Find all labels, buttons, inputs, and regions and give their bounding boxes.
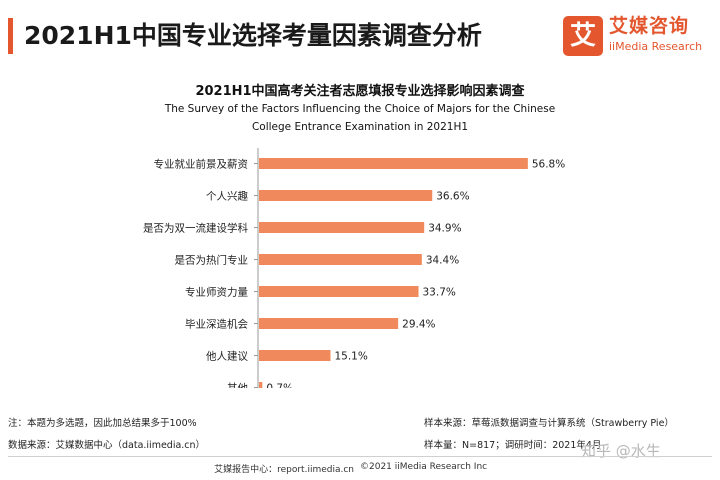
logo-name-cn: 艾媒咨询	[609, 15, 690, 37]
category-label: 他人建议	[206, 350, 248, 363]
sample-source: 样本来源：草莓派数据调查与计算系统（Strawberry Pie）	[424, 418, 674, 429]
data-source: 数据来源：艾媒数据中心（data.iimedia.cn）	[8, 440, 206, 451]
bar	[259, 158, 528, 169]
value-label: 0.7%	[266, 383, 293, 389]
chart-subtitle-line2: College Entrance Examination in 2021H1	[251, 121, 469, 133]
category-label: 个人兴趣	[206, 190, 248, 203]
value-label: 34.9%	[428, 223, 461, 235]
title-accent-bar	[8, 18, 13, 54]
chart-subtitle: The Survey of the Factors Influencing th…	[0, 100, 720, 136]
chart-title: 2021H1中国高考关注者志愿填报专业选择影响因素调查	[195, 84, 525, 99]
logo-mark: 艾	[563, 16, 603, 56]
bar	[259, 190, 433, 201]
chart-subtitle-line1: The Survey of the Factors Influencing th…	[164, 103, 556, 115]
category-label: 是否为热门专业	[175, 254, 249, 267]
bar	[259, 286, 419, 297]
value-label: 56.8%	[532, 159, 565, 171]
value-label: 33.7%	[423, 287, 456, 299]
iimedia-logo: 艾 艾媒咨询 iiMedia Research	[563, 14, 713, 58]
page-title: 2021H1中国专业选择考量因素调查分析	[24, 21, 482, 50]
category-label: 专业就业前景及薪资	[154, 158, 249, 171]
sample-size: 样本量：N=817；调研时间：2021年4月	[424, 440, 602, 451]
value-label: 15.1%	[334, 351, 367, 363]
footer-report-center: 艾媒报告中心：report.iimedia.cn	[214, 465, 354, 475]
bar	[259, 318, 399, 329]
bar	[259, 222, 425, 233]
category-label: 其他	[227, 382, 248, 389]
watermark: 知乎 @水生	[581, 442, 661, 460]
logo-name-en: iiMedia Research	[609, 40, 703, 53]
category-label: 专业师资力量	[185, 286, 248, 299]
bar-chart: 专业就业前景及薪资 56.8% 个人兴趣 36.6% 是否为双一流建设学科 34.9% 是否…	[143, 148, 565, 389]
bar	[259, 254, 422, 265]
multi-select-note: 注：本题为多选题，因此加总结果多于100%	[8, 418, 197, 429]
value-label: 29.4%	[402, 319, 435, 331]
bar	[259, 382, 263, 388]
category-label: 是否为双一流建设学科	[143, 222, 248, 235]
bar	[259, 350, 331, 361]
value-label: 34.4%	[426, 255, 459, 267]
value-label: 36.6%	[436, 191, 469, 203]
footer-divider	[8, 456, 712, 457]
footer-copyright: ©2021 iiMedia Research Inc	[360, 462, 488, 472]
category-label: 毕业深造机会	[185, 318, 248, 331]
